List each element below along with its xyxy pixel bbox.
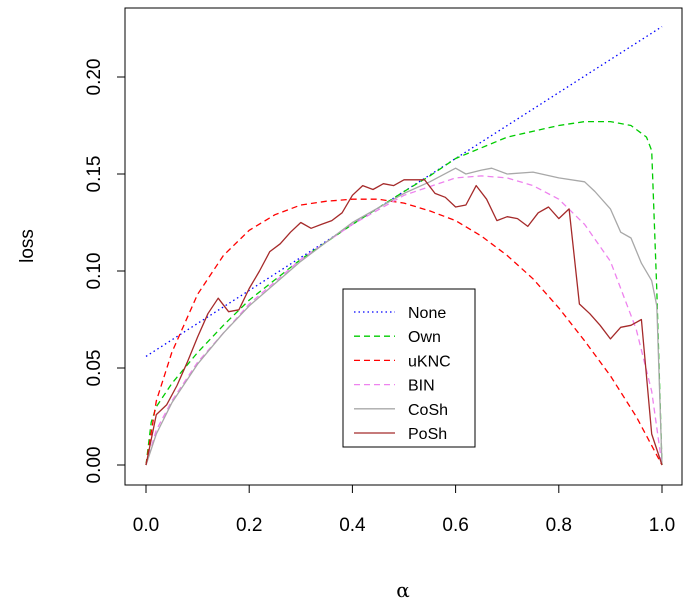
legend-label-none: None <box>408 305 446 322</box>
series-line-cosh <box>145 167 663 466</box>
x-axis-label: α <box>396 578 410 602</box>
series-line-uknc <box>145 198 663 466</box>
x-tick-label: 0.8 <box>546 515 572 536</box>
y-tick-label: 0.15 <box>84 156 105 193</box>
x-tick-label: 0.4 <box>339 515 366 536</box>
y-tick-label: 0.05 <box>84 350 105 387</box>
series-line-posh <box>145 179 663 466</box>
y-tick-label: 0.00 <box>84 447 105 484</box>
legend-label-own: Own <box>408 329 441 346</box>
legend-label-bin: BIN <box>408 378 435 395</box>
x-tick-label: 1.0 <box>649 515 675 536</box>
series-line-bin <box>145 175 663 466</box>
x-tick-label: 0.2 <box>236 515 262 536</box>
legend: None Own uKNC BIN CoSh PoSh <box>342 288 476 448</box>
y-tick-label: 0.10 <box>84 253 105 290</box>
x-axis: 0.0 0.2 0.4 0.6 0.8 1.0 <box>133 484 675 536</box>
series-line-own <box>145 120 663 466</box>
y-tick-label: 0.20 <box>84 59 105 96</box>
legend-label-cosh: CoSh <box>408 402 448 419</box>
legend-box <box>342 288 476 448</box>
y-axis-label: loss <box>17 229 38 263</box>
series-layer <box>145 26 663 466</box>
y-axis: 0.00 0.05 0.10 0.15 0.20 <box>84 59 126 484</box>
x-tick-label: 0.6 <box>442 515 468 536</box>
legend-label-posh: PoSh <box>408 426 447 443</box>
x-tick-label: 0.0 <box>133 515 159 536</box>
legend-label-uknc: uKNC <box>408 353 451 370</box>
